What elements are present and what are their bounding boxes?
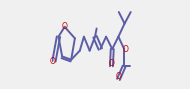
Text: O: O — [49, 57, 55, 66]
Text: O: O — [108, 59, 114, 68]
Text: O: O — [123, 44, 129, 53]
Text: O: O — [116, 72, 121, 81]
Text: O: O — [61, 22, 67, 31]
